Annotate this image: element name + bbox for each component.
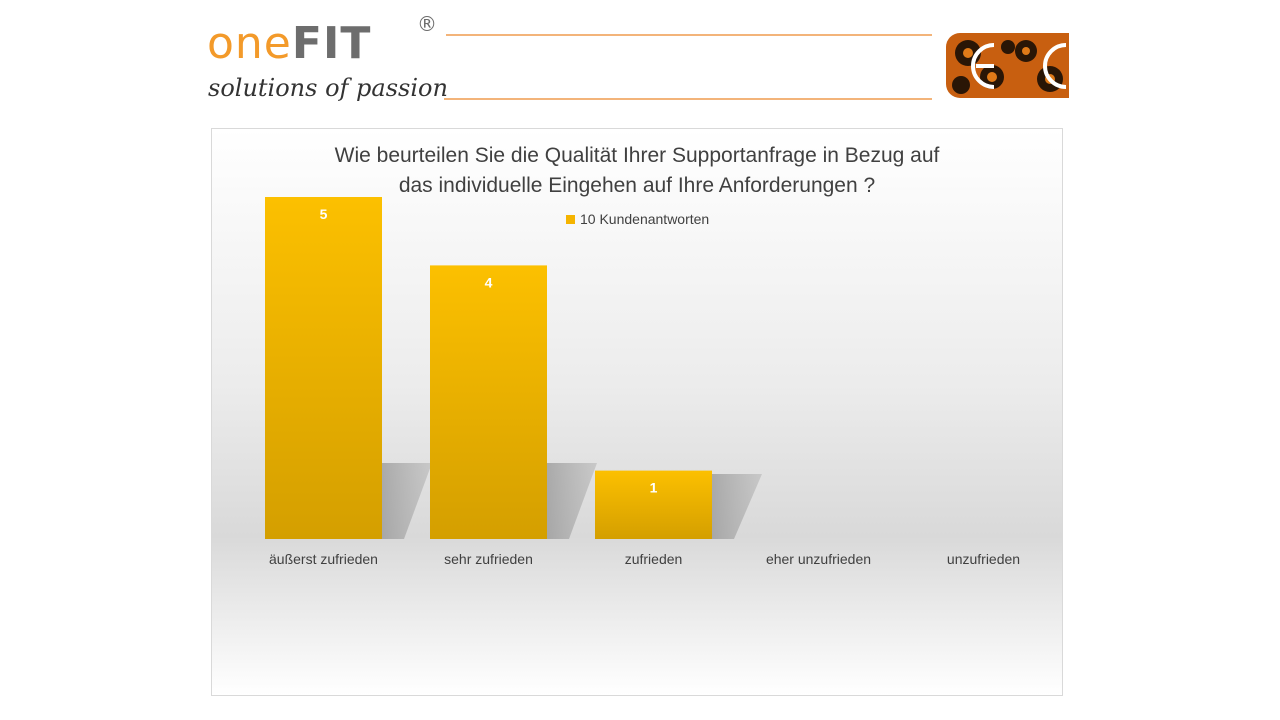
x-tick-label: sehr zufrieden	[444, 551, 533, 567]
legend-label: 10 Kundenantworten	[580, 211, 710, 227]
bar	[265, 197, 382, 539]
bar-data-label: 4	[485, 274, 493, 290]
gear-cogs-badge-icon	[946, 33, 1069, 98]
logo-tagline: solutions of passion	[208, 74, 448, 102]
x-tick-label: zufrieden	[625, 551, 683, 567]
x-tick-label: äußerst zufrieden	[269, 551, 378, 567]
bar-shadow	[547, 463, 597, 539]
header-divider-bottom	[444, 98, 932, 100]
header-divider-top	[446, 34, 932, 36]
bar-data-label: 1	[650, 480, 658, 496]
legend-swatch	[566, 214, 575, 224]
onefit-logo: oneFIT	[207, 22, 371, 66]
chart-title-line-2: das individuelle Eingehen auf Ihre Anfor…	[398, 174, 876, 197]
chart-title: Wie beurteilen Sie die Qualität Ihrer Su…	[211, 141, 1063, 201]
logo-one-text: one	[207, 18, 292, 69]
chart-legend: 10 Kundenantworten	[566, 211, 709, 227]
chart-title-line-1: Wie beurteilen Sie die Qualität Ihrer Su…	[334, 144, 940, 167]
bar-shadow	[382, 463, 432, 539]
logo-fit-text: FIT	[291, 18, 372, 69]
registered-mark: ®	[417, 12, 437, 36]
x-tick-label: eher unzufrieden	[766, 551, 871, 567]
bar	[595, 470, 712, 539]
bar-shadow	[712, 474, 762, 539]
bar	[430, 265, 547, 539]
x-tick-label: unzufrieden	[947, 551, 1020, 567]
bar-data-label: 5	[320, 206, 328, 222]
